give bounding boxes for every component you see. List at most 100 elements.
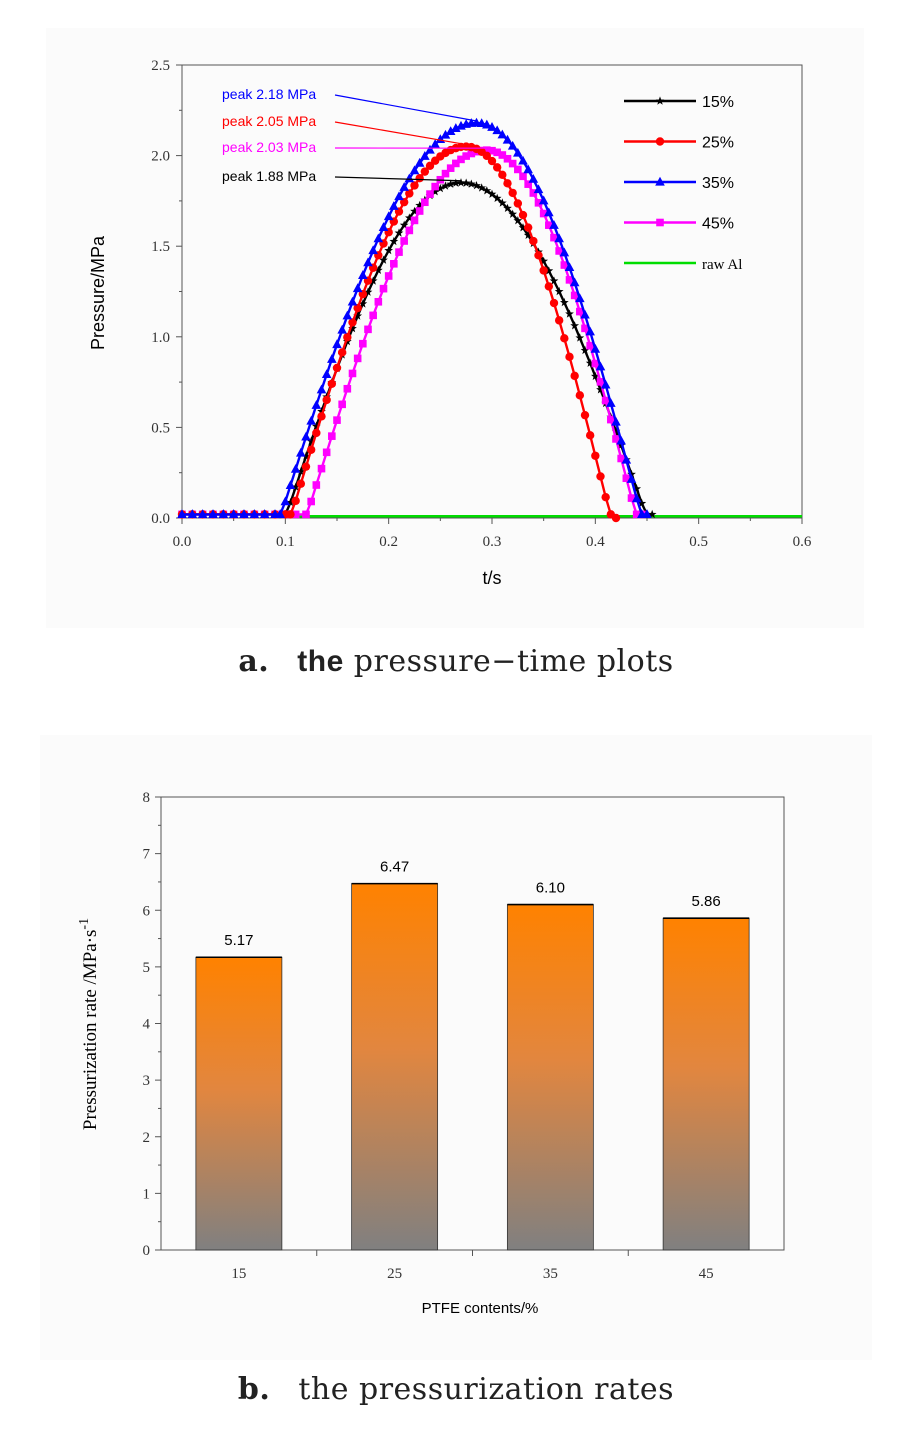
data-point [554, 286, 564, 296]
y-tick-label: 5 [143, 960, 151, 976]
data-point [581, 324, 589, 333]
data-point [596, 378, 605, 386]
data-point [285, 480, 296, 489]
y-tick-label: 1 [143, 1186, 151, 1202]
data-point [275, 509, 285, 518]
data-point [550, 233, 558, 242]
data-point [327, 379, 337, 389]
legend-label: 25% [702, 135, 734, 152]
data-point [656, 218, 664, 227]
data-point [389, 236, 399, 246]
data-point [523, 164, 533, 174]
data-point [472, 181, 481, 190]
data-point [607, 415, 615, 424]
bar [351, 883, 439, 1251]
data-point [544, 266, 554, 275]
data-point [430, 187, 440, 196]
data-point [555, 247, 563, 255]
data-point [534, 251, 543, 260]
data-point [596, 472, 605, 481]
data-point [368, 245, 378, 255]
bar [662, 917, 750, 1251]
data-point [446, 164, 455, 172]
x-tick-label: 0.2 [379, 534, 398, 550]
legend-label: raw Al [702, 257, 742, 273]
data-point [559, 247, 570, 257]
data-point [280, 496, 291, 506]
data-point [337, 348, 347, 357]
y-tick-label: 0.5 [151, 420, 170, 436]
data-point [637, 498, 647, 508]
x-axis-label: PTFE contents/% [422, 1300, 539, 1317]
data-point [384, 272, 393, 280]
data-point [379, 284, 388, 293]
data-point [311, 421, 321, 430]
y-tick-label: 0.0 [151, 511, 170, 527]
legend-item: raw Al [624, 257, 742, 273]
y-tick-label: 2.0 [151, 149, 170, 165]
data-point [575, 391, 585, 400]
data-point [611, 416, 621, 426]
data-point [426, 190, 434, 198]
data-point [363, 287, 373, 296]
data-point [342, 310, 353, 320]
data-point [425, 161, 435, 170]
data-point [374, 297, 383, 306]
data-point [528, 173, 539, 183]
data-point [286, 497, 295, 507]
data-point [544, 282, 554, 291]
data-point [327, 354, 337, 363]
data-point [431, 182, 439, 191]
y-axis-label-sup: -1 [77, 918, 92, 930]
legend-item: 15% [624, 94, 734, 111]
data-point [503, 203, 512, 213]
data-point [379, 255, 388, 264]
data-point [502, 134, 513, 144]
data-point [590, 343, 601, 353]
data-point [359, 339, 367, 348]
data-point [492, 193, 502, 203]
data-point [621, 454, 632, 464]
data-point [570, 321, 580, 330]
bar [506, 904, 594, 1251]
legend-item: 35% [624, 175, 734, 192]
data-point [533, 184, 544, 194]
data-point [570, 371, 579, 381]
data-point [338, 400, 346, 409]
data-point [441, 169, 450, 178]
data-point [585, 431, 595, 440]
data-point [519, 172, 527, 181]
data-point [601, 396, 610, 405]
data-point [457, 155, 465, 164]
data-point [565, 309, 574, 318]
data-point [410, 206, 419, 216]
data-label: 6.10 [536, 880, 565, 897]
data-point [549, 298, 559, 308]
caption-a-label: a. [238, 644, 270, 679]
data-point [420, 167, 430, 176]
peak-annotation: peak 2.03 MPa [222, 139, 316, 155]
data-point [529, 189, 538, 197]
data-point [565, 352, 574, 362]
data-point [570, 291, 579, 300]
data-point [440, 129, 451, 139]
data-point [389, 201, 399, 210]
data-point [596, 385, 605, 394]
data-point [569, 277, 580, 287]
data-point [523, 223, 533, 232]
data-point [369, 311, 377, 320]
data-point [259, 509, 270, 518]
data-point [296, 447, 306, 457]
data-point [497, 198, 507, 207]
peak-annotation: peak 2.05 MPa [222, 113, 316, 129]
data-point [306, 415, 316, 425]
x-tick-label: 45 [699, 1266, 714, 1282]
x-tick-label: 15 [231, 1266, 246, 1282]
data-point [524, 180, 532, 188]
x-tick-label: 0.0 [173, 534, 192, 550]
pressure-time-chart: 0.0 0.1 0.2 0.3 0.4 0.5 0.60.00.51.01.52.02.5 … [88, 58, 812, 588]
y-tick-label: 6 [143, 903, 151, 919]
data-point [218, 509, 229, 518]
data-point [363, 257, 373, 267]
data-point [508, 209, 518, 218]
